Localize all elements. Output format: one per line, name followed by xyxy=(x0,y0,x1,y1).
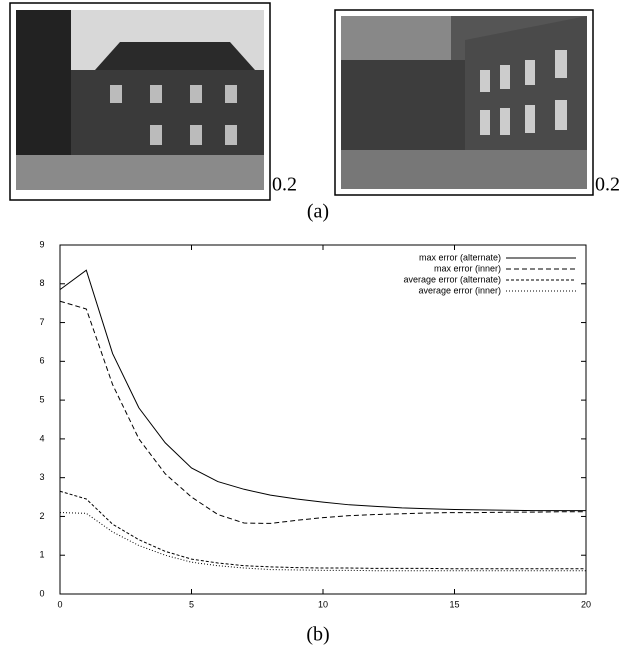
photo-right xyxy=(334,9,594,196)
y-tick-label: 4 xyxy=(39,433,44,443)
y-tick-label: 0 xyxy=(39,588,44,598)
legend-label: average error (alternate) xyxy=(403,274,501,284)
photo-left xyxy=(9,2,271,201)
plot-frame xyxy=(59,244,587,595)
caption: (a) xyxy=(307,201,329,223)
x-tick-label: 20 xyxy=(581,599,591,609)
y-tick-label: 8 xyxy=(39,278,44,288)
y-tick-label: 9 xyxy=(39,239,44,249)
scale-label: 0.2 xyxy=(595,174,620,196)
y-tick-label: 1 xyxy=(39,550,44,560)
legend-label: average error (inner) xyxy=(418,285,501,295)
x-tick-label: 0 xyxy=(57,599,62,609)
y-tick-label: 2 xyxy=(39,511,44,521)
legend-label: max error (alternate) xyxy=(419,252,501,262)
caption: (b) xyxy=(306,624,329,646)
y-tick-label: 5 xyxy=(39,394,44,404)
y-tick-label: 7 xyxy=(39,317,44,327)
series-line xyxy=(59,512,586,572)
series-line xyxy=(59,490,586,570)
y-tick-label: 3 xyxy=(39,472,44,482)
x-tick-label: 15 xyxy=(449,599,459,609)
y-tick-label: 6 xyxy=(39,356,44,366)
x-tick-label: 5 xyxy=(189,599,194,609)
x-tick-label: 10 xyxy=(318,599,328,609)
scale-label: 0.2 xyxy=(272,174,297,196)
legend-label: max error (inner) xyxy=(434,263,501,273)
series-line xyxy=(59,269,586,512)
series-line xyxy=(59,300,586,524)
